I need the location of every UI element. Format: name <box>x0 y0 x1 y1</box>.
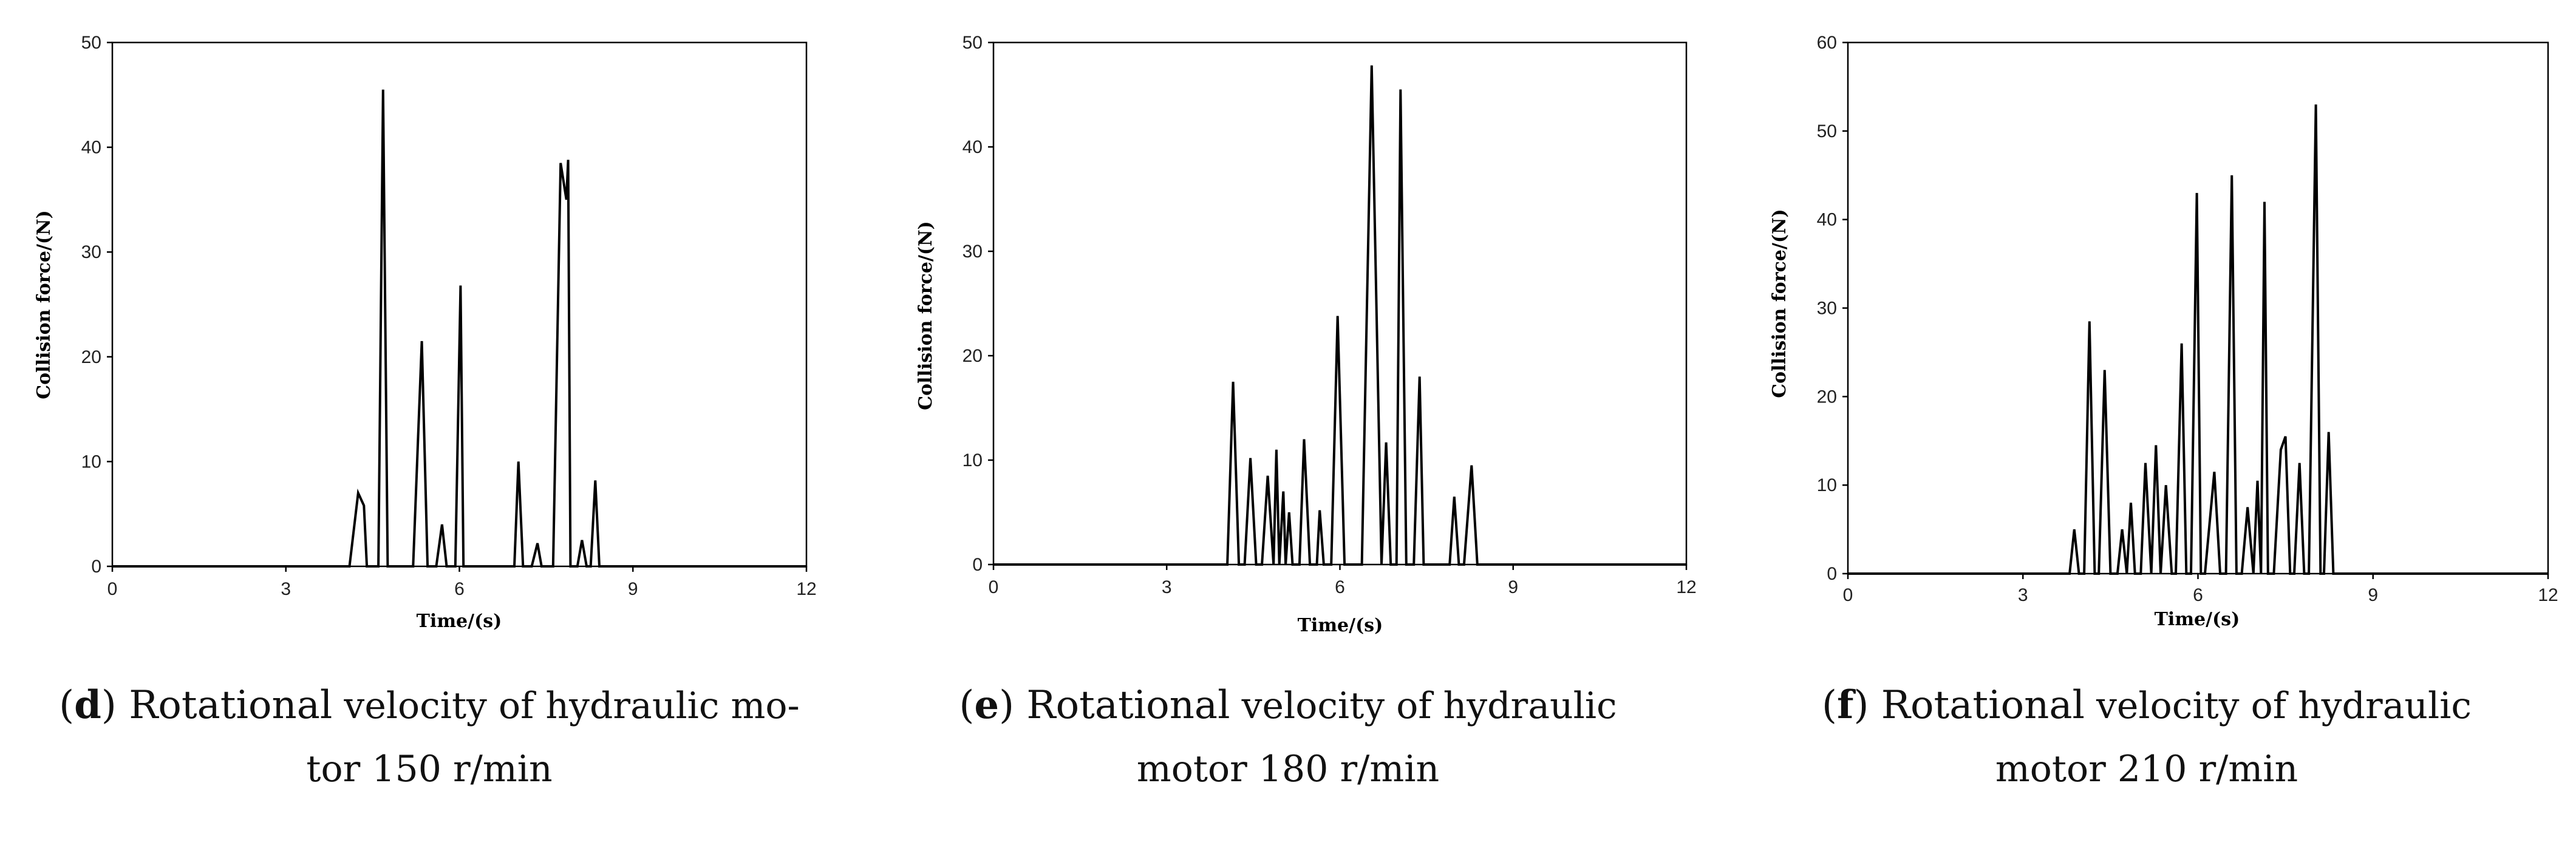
chart-e-ytick-label: 50 <box>963 33 983 53</box>
chart-f-xtick-label: 9 <box>2368 585 2378 605</box>
chart-d-xlabel: Time/(s) <box>417 611 502 632</box>
chart-f-series-line <box>1848 104 2548 575</box>
chart-panel-e: Collision force/(N) Time/(s) 0 3 6 9 12 0 10 20… <box>859 0 1717 848</box>
chart-e-xtick-label: 9 <box>1508 577 1518 597</box>
chart-e-series-line <box>993 65 1686 566</box>
chart-d-ytick-label: 20 <box>81 347 101 367</box>
chart-e-ylabel: Collision force/(N) <box>915 221 936 410</box>
chart-e-ytick-label: 30 <box>963 242 983 262</box>
caption-e-letter: e <box>974 682 1000 728</box>
chart-f-ylabel: Collision force/(N) <box>1769 209 1790 398</box>
chart-e-xtick-label: 6 <box>1335 577 1345 597</box>
chart-d-series-line <box>112 89 806 568</box>
caption-d-line2: tor 150 r/min <box>306 748 553 790</box>
chart-e-ytick-label: 0 <box>972 555 983 575</box>
chart-e: Collision force/(N) Time/(s) 0 3 6 9 12 0 10 20… <box>915 33 1697 636</box>
caption-e-rest: velocity of hydraulic <box>1230 685 1617 727</box>
caption-d-letter: d <box>74 682 101 728</box>
chart-e-plot-frame <box>992 41 1688 566</box>
caption-f-letter: f <box>1836 682 1854 728</box>
chart-e-xtick-label: 12 <box>1676 577 1696 597</box>
chart-d: Collision force/(N) Time/(s) 0 3 6 9 12 0 10 20… <box>33 33 817 632</box>
chart-e-ytick-label: 20 <box>963 346 983 366</box>
chart-d-ytick-label: 40 <box>81 138 101 158</box>
chart-f-xtick-label: 3 <box>2018 585 2028 605</box>
chart-e-xtick-label: 0 <box>989 577 999 597</box>
chart-f-ytick-label: 50 <box>1817 121 1837 141</box>
caption-e-line2: motor 180 r/min <box>1136 748 1440 790</box>
chart-f-ytick-label: 20 <box>1817 387 1837 407</box>
chart-d-ytick-label: 0 <box>91 557 101 577</box>
caption-d-lead: Rotational <box>129 683 333 728</box>
chart-d-ylabel: Collision force/(N) <box>33 210 55 399</box>
chart-f-xtick-label: 0 <box>1843 585 1853 605</box>
chart-e-xtick-label: 3 <box>1162 577 1172 597</box>
chart-f-ytick-label: 0 <box>1827 564 1837 584</box>
caption-f-rest: velocity of hydraulic <box>2084 685 2472 727</box>
chart-f-xlabel: Time/(s) <box>2155 609 2240 630</box>
chart-f-ytick-label: 40 <box>1817 210 1837 230</box>
chart-e-ytick-label: 10 <box>963 450 983 470</box>
chart-f: Collision force/(N) Time/(s) 0 3 6 9 12 0 10 20… <box>1769 33 2558 630</box>
caption-f-lead: Rotational <box>1881 683 2085 728</box>
chart-d-ytick-label: 10 <box>81 452 101 472</box>
chart-d-xtick-label: 12 <box>796 579 816 599</box>
chart-e-ytick-label: 40 <box>963 137 983 157</box>
chart-f-xtick-label: 6 <box>2193 585 2203 605</box>
caption-e-lead: Rotational <box>1026 683 1230 728</box>
chart-d-xtick-label: 9 <box>628 579 638 599</box>
chart-e-xlabel: Time/(s) <box>1298 615 1383 636</box>
chart-d-ytick-label: 30 <box>81 242 101 262</box>
chart-d-ytick-label: 50 <box>81 33 101 53</box>
chart-f-ytick-label: 60 <box>1817 33 1837 53</box>
chart-f-ytick-label: 30 <box>1817 299 1837 319</box>
caption-e: (e) Rotational velocity of hydraulic mot… <box>859 674 1717 801</box>
chart-panel-f: Collision force/(N) Time/(s) 0 3 6 9 12 0 10 20… <box>1717 0 2576 848</box>
caption-d-rest: velocity of hydraulic mo- <box>332 685 800 727</box>
caption-f: (f) Rotational velocity of hydraulic mot… <box>1717 674 2576 801</box>
chart-d-xtick-label: 6 <box>454 579 465 599</box>
chart-f-xtick-label: 12 <box>2538 585 2558 605</box>
chart-d-xtick-label: 0 <box>107 579 118 599</box>
caption-f-line2: motor 210 r/min <box>1995 748 2298 790</box>
chart-f-ytick-label: 10 <box>1817 475 1837 495</box>
caption-d: (d) Rotational velocity of hydraulic mo-… <box>0 674 859 801</box>
chart-panel-d: Collision force/(N) Time/(s) 0 3 6 9 12 0 10 20… <box>0 0 859 848</box>
chart-d-xtick-label: 3 <box>281 579 291 599</box>
